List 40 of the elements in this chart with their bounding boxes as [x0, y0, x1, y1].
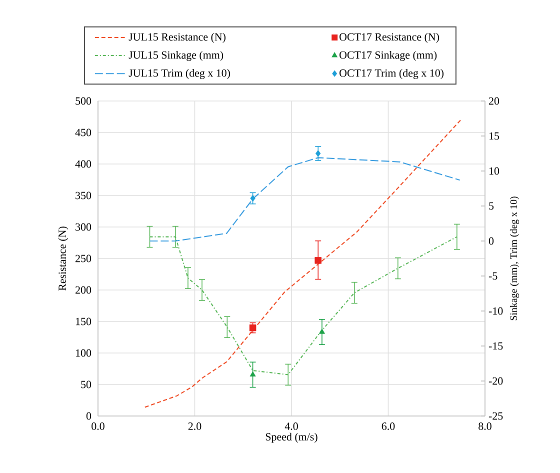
y2-tick-label: 10: [489, 167, 500, 175]
y2-tick-label: -15: [488, 342, 503, 350]
point: [250, 371, 256, 376]
x-tick-label: 2.0: [188, 422, 202, 430]
y2-axis-title: Sinkage (mm), Trim (deg x 10): [510, 196, 520, 320]
legend-label: OCT17 Trim (deg x 10): [340, 69, 444, 80]
line-series: [144, 119, 462, 408]
legend-label: JUL15 Trim (deg x 10): [128, 69, 230, 80]
y-tick-label: 500: [76, 97, 92, 105]
x-axis-title: Speed (m/s): [266, 432, 318, 443]
point: [316, 150, 321, 157]
legend-label: OCT17 Resistance (N): [340, 32, 440, 43]
y2-tick-label: 0: [488, 237, 494, 245]
x-tick-label: 8.0: [478, 422, 492, 430]
y-tick-label: 350: [76, 192, 92, 200]
y2-tick-label: -5: [488, 272, 498, 280]
y2-tick-label: 5: [489, 202, 494, 210]
point: [319, 328, 325, 334]
x-tick-label: 6.0: [382, 422, 395, 430]
legend-label: OCT17 Sinkage (mm): [340, 50, 437, 61]
y-tick-label: 250: [76, 254, 92, 262]
legend-label: JUL15 Sinkage (mm): [128, 50, 224, 61]
y-tick-label: 400: [75, 160, 92, 168]
y2-tick-label: -25: [488, 412, 503, 420]
x-tick-label: 4.0: [284, 422, 298, 430]
y2-tick-label: -20: [488, 377, 503, 385]
legend-label: JUL15 Resistance (N): [128, 32, 226, 43]
y-tick-label: 100: [76, 349, 92, 357]
y2-tick-label: 15: [489, 132, 500, 140]
x-tick-label: 0.0: [92, 422, 104, 430]
y-axis-title: Resistance (N): [58, 226, 68, 291]
y-tick-label: 150: [76, 318, 92, 326]
y-tick-label: 300: [76, 223, 92, 231]
y-tick-label: 50: [81, 380, 92, 388]
y-tick-label: 200: [76, 286, 92, 294]
y2-tick-label: -10: [488, 307, 503, 315]
y-tick-label: 450: [75, 128, 92, 136]
point: [250, 194, 256, 202]
y2-tick-label: 20: [489, 97, 500, 105]
y-tick-label: 0: [86, 412, 92, 420]
